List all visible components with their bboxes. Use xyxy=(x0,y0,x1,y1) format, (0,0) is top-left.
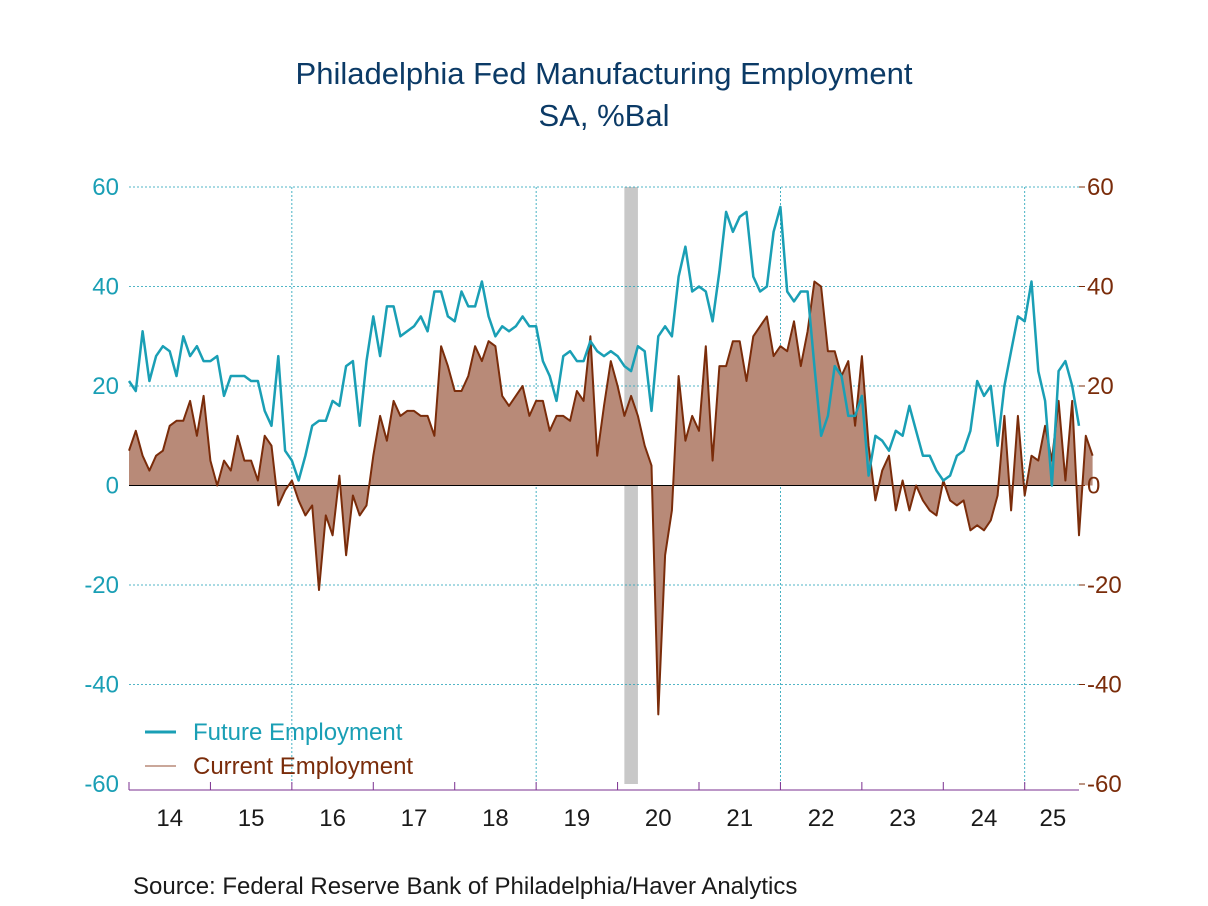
current-employment-fill xyxy=(129,281,1093,715)
x-tick-label: 14 xyxy=(156,805,183,832)
x-axis-tick-labels: 14 15 16 17 18 19 20 21 22 23 24 25 xyxy=(156,805,1066,832)
axes xyxy=(128,186,1085,791)
current-employment-area xyxy=(129,281,1093,715)
x-tick-label: 19 xyxy=(564,805,591,832)
right-axis-tick-labels: 60 40 20 0 -20 -40 -60 xyxy=(1087,174,1122,798)
x-tick-label: 24 xyxy=(971,805,998,832)
chart-title: Philadelphia Fed Manufacturing Employmen… xyxy=(296,56,913,91)
left-tick-label: -40 xyxy=(84,672,119,699)
right-tick-label: -60 xyxy=(1087,771,1122,798)
x-tick-label: 22 xyxy=(808,805,835,832)
x-tick-label: 23 xyxy=(889,805,916,832)
series-lines xyxy=(127,205,1094,716)
x-tick-label: 16 xyxy=(319,805,346,832)
x-tick-label: 20 xyxy=(645,805,672,832)
right-tick-label: -40 xyxy=(1087,672,1122,699)
left-tick-label: 40 xyxy=(92,274,119,301)
right-tick-label: 0 xyxy=(1087,473,1100,500)
x-tick-label: 18 xyxy=(482,805,509,832)
legend-label-current: Current Employment xyxy=(193,753,413,780)
future-employment-line xyxy=(127,205,1081,487)
right-tick-label: -20 xyxy=(1087,572,1122,599)
legend-label-future: Future Employment xyxy=(193,719,403,746)
legend: Future Employment Current Employment xyxy=(145,719,413,780)
left-tick-label: 20 xyxy=(92,373,119,400)
right-tick-label: 20 xyxy=(1087,373,1114,400)
current-employment-line xyxy=(128,280,1094,716)
chart-subtitle: SA, %Bal xyxy=(539,98,670,133)
source-note: Source: Federal Reserve Bank of Philadel… xyxy=(133,873,797,900)
left-tick-label: 60 xyxy=(92,174,119,201)
left-axis-tick-labels: 60 40 20 0 -20 -40 -60 xyxy=(84,174,119,798)
x-tick-label: 15 xyxy=(238,805,265,832)
left-tick-label: -60 xyxy=(84,771,119,798)
right-tick-label: 40 xyxy=(1087,274,1114,301)
x-tick-label: 25 xyxy=(1040,805,1067,832)
x-tick-label: 21 xyxy=(726,805,753,832)
x-tick-label: 17 xyxy=(401,805,428,832)
left-tick-label: 0 xyxy=(106,473,119,500)
right-tick-label: 60 xyxy=(1087,174,1114,201)
left-tick-label: -20 xyxy=(84,572,119,599)
gridlines xyxy=(129,186,1079,784)
